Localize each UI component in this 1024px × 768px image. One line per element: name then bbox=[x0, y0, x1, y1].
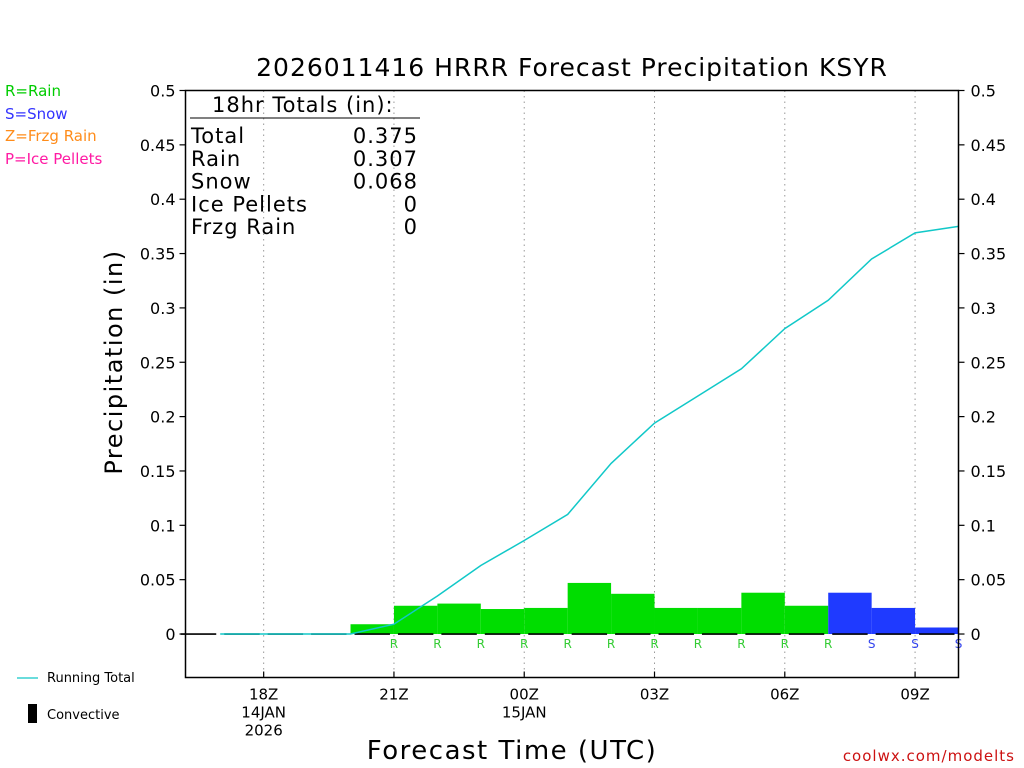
legend-frzg-rain: Z=Frzg Rain bbox=[5, 127, 97, 145]
precip-type-label: R bbox=[563, 637, 571, 651]
y-tick-label-left: 0.15 bbox=[140, 462, 176, 481]
precip-type-label: R bbox=[607, 637, 615, 651]
x-tick-label: 09Z bbox=[900, 686, 929, 704]
legend-snow: S=Snow bbox=[5, 105, 68, 123]
y-axis-label: Precipitation (in) bbox=[100, 249, 128, 474]
y-tick-label-right: 0.3 bbox=[971, 299, 996, 318]
running-total-series bbox=[220, 225, 959, 635]
precip-bar bbox=[567, 582, 612, 635]
totals-box: 18hr Totals (in): Total 0.375 Rain 0.307 Sno… bbox=[190, 93, 420, 239]
x-tick-label: 06Z bbox=[770, 686, 799, 704]
y-tick-label-left: 0.3 bbox=[150, 299, 175, 318]
totals-row-value: 0.068 bbox=[353, 170, 418, 194]
y-tick-label-left: 0.25 bbox=[140, 353, 176, 372]
precip-type-label: R bbox=[737, 637, 745, 651]
precip-bar bbox=[741, 592, 785, 635]
totals-row-label: Snow bbox=[191, 170, 252, 194]
precip-bar bbox=[871, 607, 916, 635]
precip-type-label: R bbox=[390, 637, 398, 651]
x-tick-label: 00Z bbox=[510, 686, 539, 704]
precip-type-label: S bbox=[868, 637, 876, 651]
y-tick-label-left: 0.4 bbox=[150, 190, 175, 209]
totals-rows: Total 0.375 Rain 0.307 Snow 0.068 Ice Pellets 0… bbox=[190, 124, 418, 239]
totals-row-value: 0.375 bbox=[353, 124, 418, 148]
precip-bar bbox=[437, 603, 481, 635]
y-tick-label-right: 0.1 bbox=[971, 516, 996, 535]
y-tick-label-left: 0.35 bbox=[140, 245, 176, 264]
precip-type-label: S bbox=[911, 637, 919, 651]
y-tick-label-right: 0.15 bbox=[971, 462, 1007, 481]
legend-ice-pellets: P=Ice Pellets bbox=[5, 150, 102, 168]
totals-row-label: Frzg Rain bbox=[191, 215, 296, 239]
precip-bar bbox=[611, 593, 655, 635]
y-tick-label-right: 0.5 bbox=[971, 82, 996, 101]
convective-legend-swatch bbox=[28, 704, 37, 723]
precip-type-label: R bbox=[781, 637, 789, 651]
plot-frame bbox=[184, 89, 960, 679]
totals-row-label: Total bbox=[190, 124, 245, 148]
x-tick-label: 14JAN bbox=[241, 704, 286, 722]
x-tick-label: 15JAN bbox=[502, 704, 547, 722]
precip-bar bbox=[784, 605, 829, 635]
x-tick-label: 21Z bbox=[379, 686, 408, 704]
precip-bar bbox=[480, 609, 525, 635]
chart-title: 2026011416 HRRR Forecast Precipitation K… bbox=[256, 53, 888, 82]
y-tick-label-left: 0.5 bbox=[150, 82, 175, 101]
x-tick-label: 18Z bbox=[249, 686, 278, 704]
credit-link[interactable]: coolwx.com/modelts bbox=[843, 747, 1015, 765]
precip-bar bbox=[524, 607, 568, 635]
running-total-line bbox=[220, 225, 959, 635]
precip-type-label: R bbox=[520, 637, 528, 651]
precip-bar bbox=[654, 607, 698, 635]
totals-row-value: 0 bbox=[404, 215, 418, 239]
y-tick-label-right: 0.25 bbox=[971, 353, 1007, 372]
y-tick-label-right: 0 bbox=[971, 625, 981, 644]
totals-row-label: Rain bbox=[191, 147, 241, 171]
precip-type-label: R bbox=[477, 637, 485, 651]
precip-type-label: R bbox=[824, 637, 832, 651]
running-total-legend-label: Running Total bbox=[47, 671, 135, 686]
legend-rain: R=Rain bbox=[5, 82, 61, 100]
y-tick-label-left: 0.1 bbox=[150, 516, 175, 535]
precip-bar bbox=[697, 607, 742, 635]
y-tick-label-right: 0.2 bbox=[971, 408, 996, 427]
precip-bars bbox=[180, 582, 959, 635]
y-tick-label-left: 0.45 bbox=[140, 136, 176, 155]
precip-bar bbox=[828, 592, 872, 635]
precip-type-label: R bbox=[694, 637, 702, 651]
precip-type-label: R bbox=[433, 637, 441, 651]
y-tick-label-right: 0.35 bbox=[971, 245, 1007, 264]
totals-row-value: 0.307 bbox=[353, 147, 418, 171]
x-tick-label: 2026 bbox=[245, 722, 283, 740]
y-tick-label-left: 0 bbox=[165, 625, 175, 644]
totals-row-label: Ice Pellets bbox=[191, 192, 308, 216]
y-tick-label-right: 0.05 bbox=[971, 571, 1007, 590]
y-tick-label-left: 0.2 bbox=[150, 408, 175, 427]
totals-row-value: 0 bbox=[404, 192, 418, 216]
convective-legend-label: Convective bbox=[47, 708, 120, 723]
precip-bar bbox=[915, 627, 959, 635]
y-axis-ticks: 0 00.05 0.050.1 0.10.15 0.150.2 0.20.25 0.250.… bbox=[140, 82, 1006, 645]
y-tick-label-left: 0.05 bbox=[140, 571, 176, 590]
x-tick-label: 03Z bbox=[640, 686, 669, 704]
y-tick-label-right: 0.4 bbox=[971, 190, 996, 209]
totals-header: 18hr Totals (in): bbox=[212, 93, 394, 117]
precip-type-label: R bbox=[650, 637, 658, 651]
y-tick-label-right: 0.45 bbox=[971, 136, 1007, 155]
x-axis-label: Forecast Time (UTC) bbox=[367, 736, 658, 766]
